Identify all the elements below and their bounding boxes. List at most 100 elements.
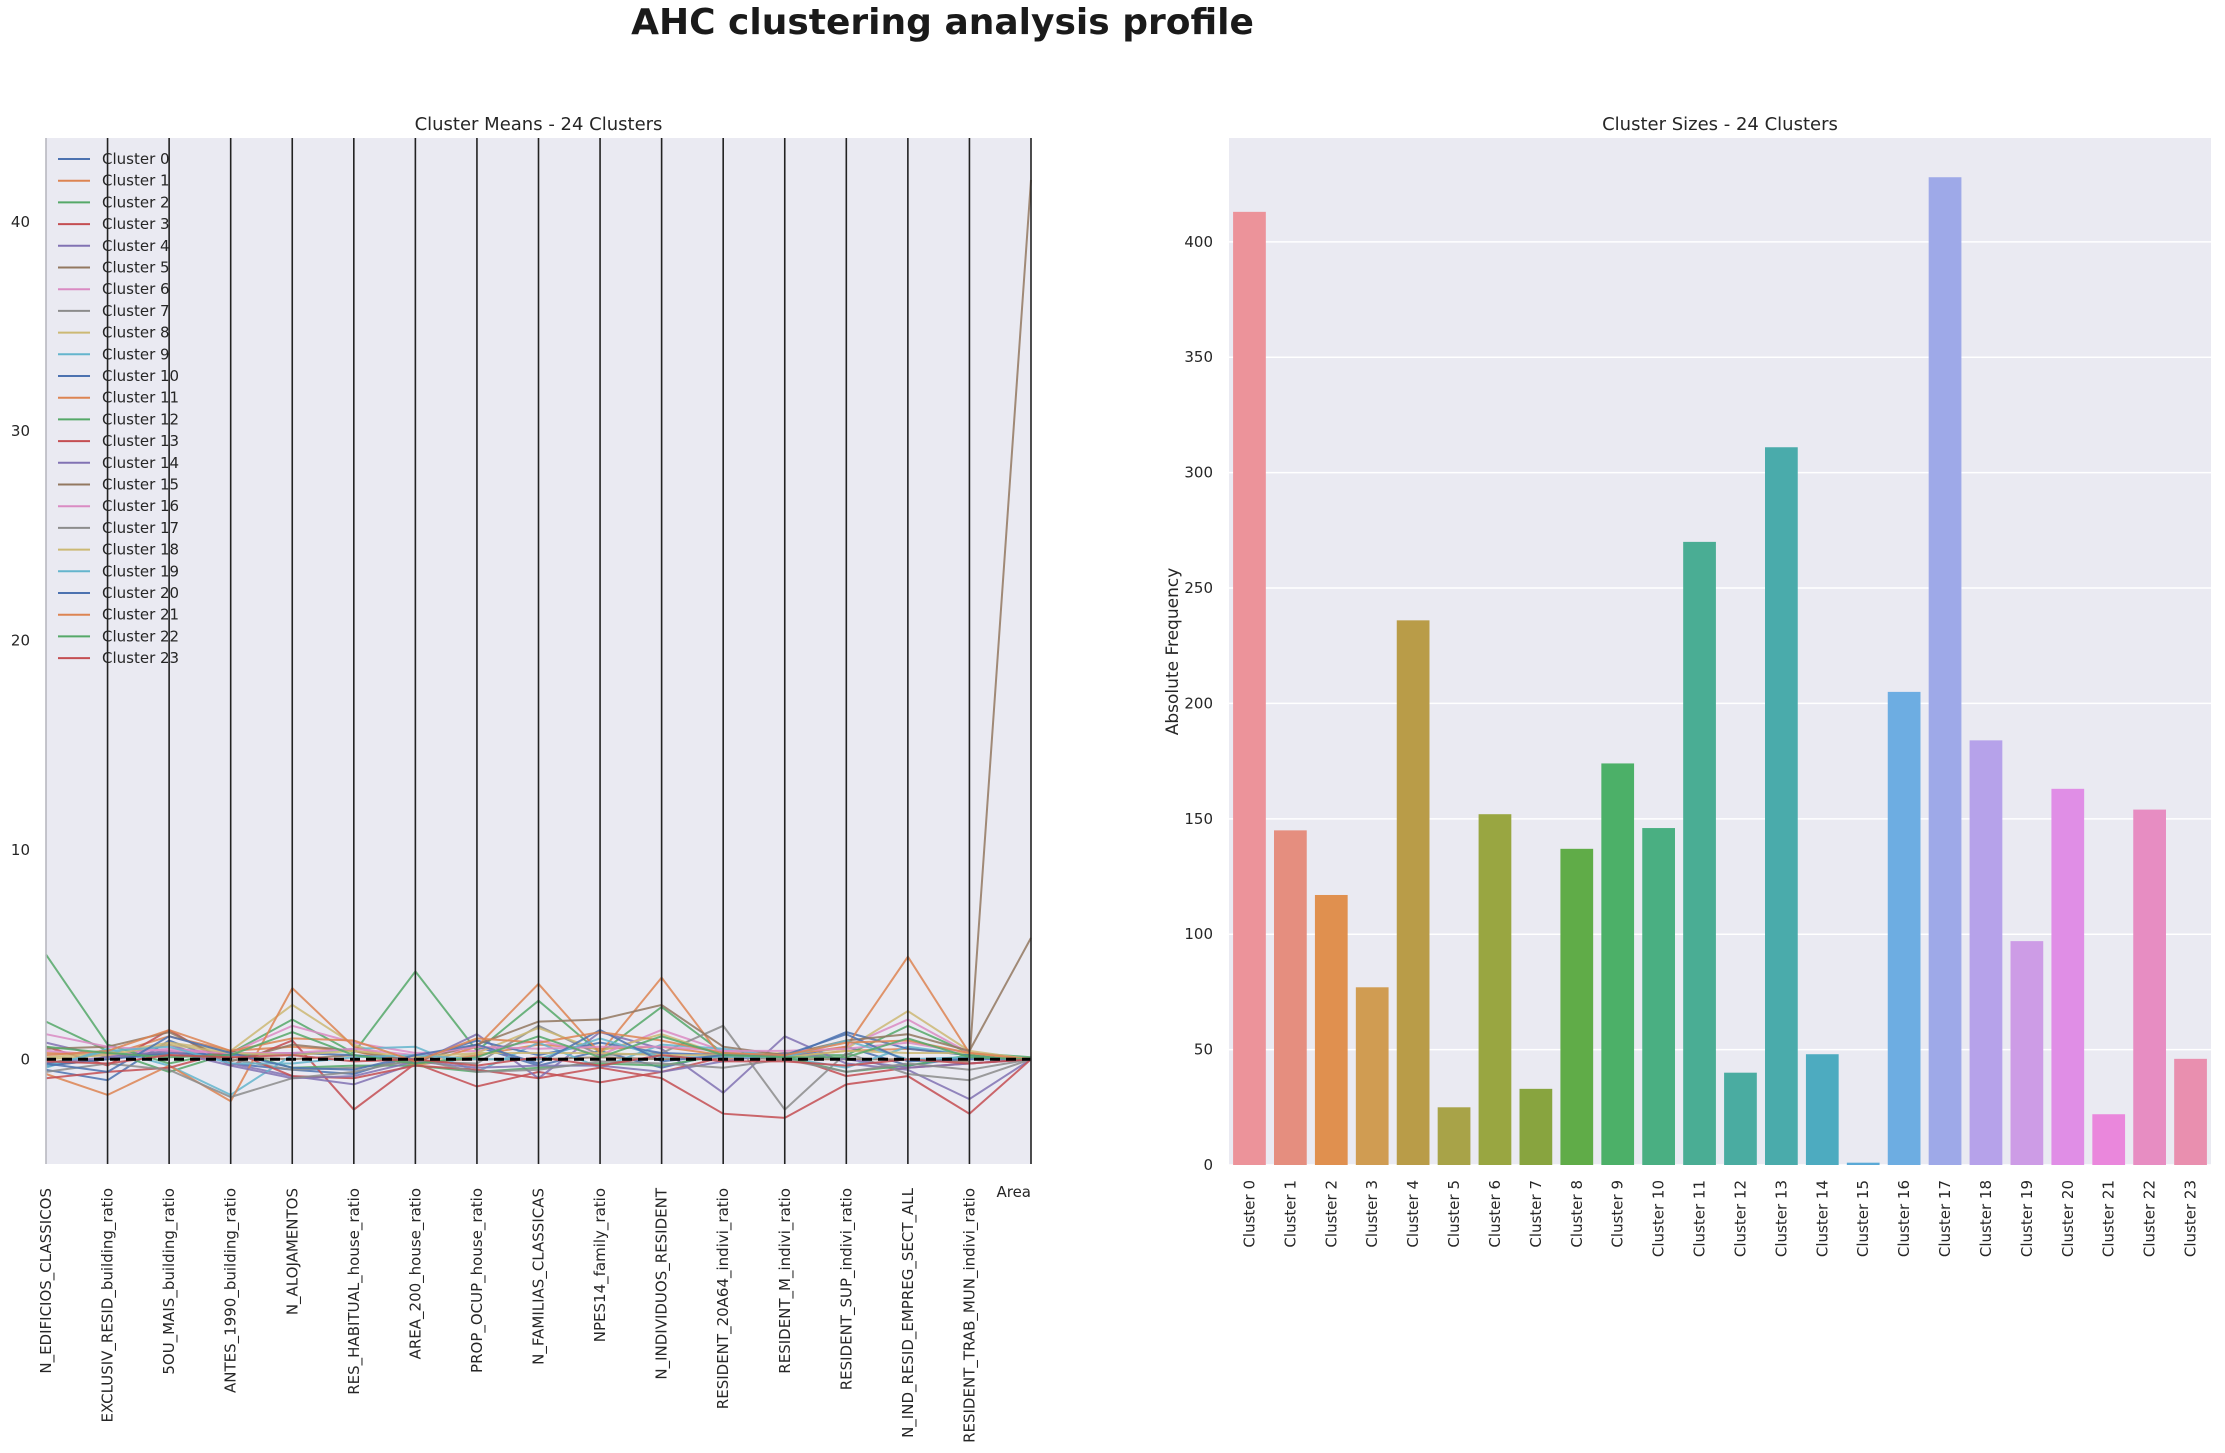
legend-label: Cluster 20	[102, 584, 179, 602]
y-tick-label: 400	[1184, 233, 1213, 251]
x-tick-label: Cluster 14	[1813, 1180, 1831, 1257]
y-tick-label: 150	[1184, 810, 1213, 828]
legend-label: Cluster 5	[102, 259, 170, 277]
x-tick-label: Cluster 1	[1281, 1180, 1299, 1248]
x-tick-label: Cluster 7	[1527, 1180, 1545, 1248]
bar	[1274, 830, 1307, 1165]
bar	[1437, 1107, 1471, 1165]
x-tick-label: EXCLUSIV_RESID_building_ratio	[99, 1188, 118, 1423]
x-tick-label: Cluster 13	[1772, 1180, 1790, 1257]
bar	[1601, 763, 1635, 1165]
x-tick-label: RESIDENT_TRAB_MUN_indivi_ratio	[960, 1188, 979, 1443]
legend-label: Cluster 7	[102, 302, 170, 320]
bar	[1396, 620, 1430, 1165]
legend-label: Cluster 17	[102, 519, 179, 537]
x-tick-label: RESIDENT_M_indivi_ratio	[776, 1188, 795, 1374]
x-tick-label: RES_HABITUAL_house_ratio	[345, 1188, 364, 1395]
legend-label: Cluster 10	[102, 367, 179, 385]
x-tick-label: N_FAMILIAS_CLASSICAS	[530, 1188, 549, 1365]
y-tick-label: 200	[1184, 694, 1213, 712]
legend-label: Cluster 16	[102, 497, 179, 515]
x-tick-label: Cluster 10	[1650, 1180, 1668, 1257]
x-tick-label: RESIDENT_20A64_indivi_ratio	[714, 1188, 733, 1409]
y-tick-label: 250	[1184, 579, 1213, 597]
bar	[1928, 177, 1962, 1165]
x-tick-label: Cluster 6	[1486, 1180, 1504, 1248]
x-tick-label: Cluster 23	[2182, 1180, 2200, 1257]
x-tick-label: Cluster 8	[1568, 1180, 1586, 1248]
bar	[1805, 1054, 1839, 1165]
x-tick-label: Cluster 0	[1240, 1180, 1258, 1248]
bar	[2010, 941, 2044, 1165]
x-tick-label: AREA_200_house_ratio	[406, 1188, 425, 1359]
x-tick-label: Cluster 18	[1977, 1180, 1995, 1257]
x-tick-label: PROP_OCUP_house_ratio	[468, 1188, 487, 1373]
x-tick-label: Cluster 2	[1322, 1180, 1340, 1248]
x-tick-label: Cluster 22	[2141, 1180, 2159, 1257]
x-tick-label: N_ALOJAMENTOS	[283, 1188, 302, 1315]
bar	[2133, 809, 2166, 1165]
legend-label: Cluster 13	[102, 432, 179, 450]
legend-label: Cluster 1	[102, 172, 170, 190]
y-tick-label: 100	[1184, 925, 1213, 943]
x-tick-label: Area	[996, 1183, 1031, 1201]
bar	[2092, 1114, 2126, 1165]
y-tick-label: 300	[1184, 464, 1213, 482]
x-tick-label: ANTES_1990_building_ratio	[222, 1188, 241, 1393]
x-tick-label: Cluster 20	[2059, 1180, 2077, 1257]
chart-title: Cluster Means - 24 Clusters	[415, 114, 663, 135]
y-tick-label: 0	[1203, 1156, 1213, 1174]
y-tick-label: 0	[20, 1050, 30, 1068]
bar	[2174, 1058, 2207, 1165]
y-tick-label: 20	[11, 632, 30, 650]
x-tick-label: Cluster 12	[1731, 1180, 1749, 1257]
bar	[2051, 788, 2085, 1165]
x-tick-label: Cluster 3	[1363, 1180, 1381, 1248]
x-tick-label: Cluster 16	[1895, 1180, 1913, 1257]
legend-label: Cluster 21	[102, 606, 179, 624]
bar	[1560, 848, 1594, 1165]
bar	[1887, 691, 1921, 1165]
bar	[1642, 828, 1675, 1165]
x-tick-label: Cluster 15	[1854, 1180, 1872, 1257]
legend-label: Cluster 3	[102, 215, 170, 233]
legend-label: Cluster 8	[102, 324, 170, 342]
x-tick-label: Cluster 5	[1445, 1180, 1463, 1248]
bar	[1478, 814, 1512, 1165]
legend-label: Cluster 2	[102, 193, 170, 211]
x-tick-label: RESIDENT_SUP_indivi_ratio	[837, 1188, 856, 1390]
y-tick-label: 40	[11, 213, 30, 231]
legend-label: Cluster 0	[102, 150, 170, 168]
y-axis-label: Absolute Frequency	[1163, 568, 1183, 736]
bar	[1846, 1162, 1880, 1165]
bar	[1765, 447, 1798, 1166]
x-tick-label: Cluster 21	[2100, 1180, 2118, 1257]
x-tick-label: 5OU_MAIS_building_ratio	[160, 1188, 179, 1375]
chart-title: Cluster Sizes - 24 Clusters	[1602, 114, 1838, 135]
legend-label: Cluster 23	[102, 649, 179, 667]
cluster-sizes-chart: 0 50 100 150 200 250 300 350 400 Cluster Sizes - …	[1163, 114, 2211, 1257]
x-tick-label: NPES14_family_ratio	[591, 1188, 610, 1342]
bar	[1683, 541, 1716, 1165]
legend-label: Cluster 22	[102, 627, 179, 645]
figure-title: AHC clustering analysis profile	[631, 2, 1254, 43]
bar	[1314, 894, 1348, 1165]
y-tick-label: 30	[11, 422, 30, 440]
x-tick-label: N_EDIFICIOS_CLASSICOS	[37, 1188, 56, 1374]
y-tick-label: 350	[1184, 348, 1213, 366]
legend-label: Cluster 6	[102, 280, 170, 298]
legend: Cluster 0 Cluster 1 Cluster 2 Cluster 3 Clus…	[58, 150, 179, 667]
bar	[1969, 740, 2003, 1165]
bar	[1355, 987, 1389, 1165]
plot-area	[1229, 138, 2211, 1165]
x-tick-label: Cluster 17	[1936, 1180, 1954, 1257]
bar	[1724, 1072, 1757, 1165]
cluster-means-chart: Cluster Means - 24 Clusters 0 10 20 30 40 N_ED…	[11, 114, 1032, 1443]
legend-label: Cluster 18	[102, 541, 179, 559]
bar	[1233, 211, 1266, 1165]
legend-label: Cluster 19	[102, 562, 179, 580]
x-tick-label: Cluster 19	[2018, 1180, 2036, 1257]
x-tick-label: Cluster 4	[1404, 1180, 1422, 1248]
legend-label: Cluster 15	[102, 476, 179, 494]
